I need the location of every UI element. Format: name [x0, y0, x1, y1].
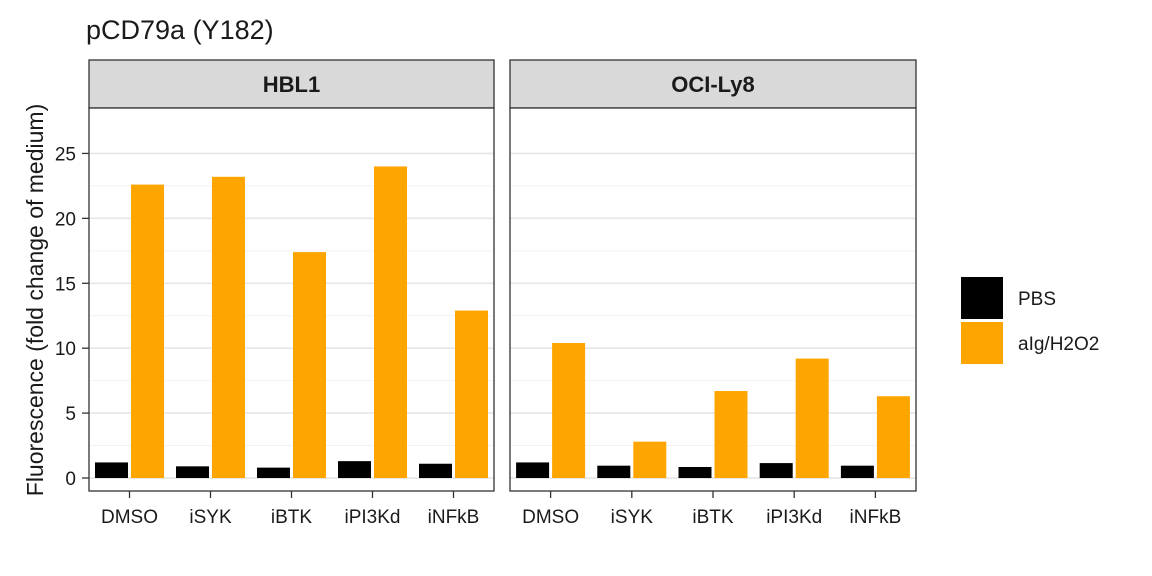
y-tick-label: 5: [65, 404, 76, 425]
bar-aig-h2o2-isyk: [633, 441, 667, 479]
x-tick-label: iSYK: [189, 507, 232, 528]
y-tick-label: 0: [65, 469, 76, 490]
bar-aig-h2o2-ibtk: [293, 252, 326, 479]
x-tick-label: DMSO: [101, 507, 158, 528]
y-tick-label: 20: [55, 209, 76, 230]
legend-label: aIg/H2O2: [1018, 334, 1099, 355]
bar-pbs-infkb: [419, 463, 452, 479]
bar-pbs-ibtk: [257, 467, 290, 479]
bar-pbs-ibtk: [678, 466, 712, 479]
x-tick-label: iPI3Kd: [345, 507, 401, 528]
legend-label: PBS: [1018, 289, 1056, 310]
panel-border: [509, 107, 917, 492]
x-tick-label: iBTK: [692, 507, 734, 528]
panel-border: [88, 107, 495, 492]
y-tick-label: 10: [55, 339, 76, 360]
bar-pbs-ipi3kd: [338, 461, 371, 479]
legend: PBS aIg/H2O2: [961, 277, 1099, 364]
facet-strip: [509, 59, 917, 109]
bar-aig-h2o2-isyk: [212, 176, 245, 479]
chart-panels: HBL1 DMSO iSYK iBTK iPI3Kd iNFkB 0 5 10 15 20 25 OCI…: [55, 59, 917, 528]
bar-aig-h2o2-infkb: [876, 396, 910, 479]
bar-aig-h2o2-ipi3kd: [374, 166, 407, 479]
x-tick-label: DMSO: [522, 507, 579, 528]
bar-aig-h2o2-dmso: [552, 342, 586, 479]
bar-pbs-dmso: [95, 462, 128, 479]
facet-strip: [88, 59, 495, 109]
x-tick-label: iNFkB: [850, 507, 902, 528]
legend-key-pbs: [961, 277, 1003, 319]
bar-pbs-isyk: [597, 465, 631, 479]
bar-aig-h2o2-infkb: [455, 310, 488, 479]
bar-pbs-isyk: [176, 466, 209, 479]
bar-pbs-dmso: [516, 462, 550, 479]
facet-strip-label: OCI-Ly8: [671, 72, 755, 97]
bar-aig-h2o2-ibtk: [714, 391, 748, 479]
bar-pbs-infkb: [840, 465, 874, 479]
y-tick-label: 25: [55, 144, 76, 165]
panel-oci-ly8: OCI-Ly8 DMSO iSYK iBTK iPI3Kd iNFkB: [509, 59, 917, 528]
x-tick-label: iPI3Kd: [766, 507, 822, 528]
panel-hbl1: HBL1 DMSO iSYK iBTK iPI3Kd iNFkB 0 5 10 15 20 25: [55, 59, 495, 528]
facet-strip-label: HBL1: [263, 72, 320, 97]
bar-aig-h2o2-ipi3kd: [795, 358, 829, 479]
y-tick-label: 15: [55, 274, 76, 295]
y-axis-title: Fluorescence (fold change of medium): [22, 104, 48, 496]
x-tick-label: iSYK: [611, 507, 654, 528]
x-tick-label: iBTK: [271, 507, 313, 528]
legend-key-aig-h2o2: [961, 322, 1003, 364]
bar-aig-h2o2-dmso: [131, 184, 164, 479]
x-tick-label: iNFkB: [428, 507, 480, 528]
bar-pbs-ipi3kd: [759, 463, 793, 479]
chart-title: pCD79a (Y182): [86, 15, 274, 45]
